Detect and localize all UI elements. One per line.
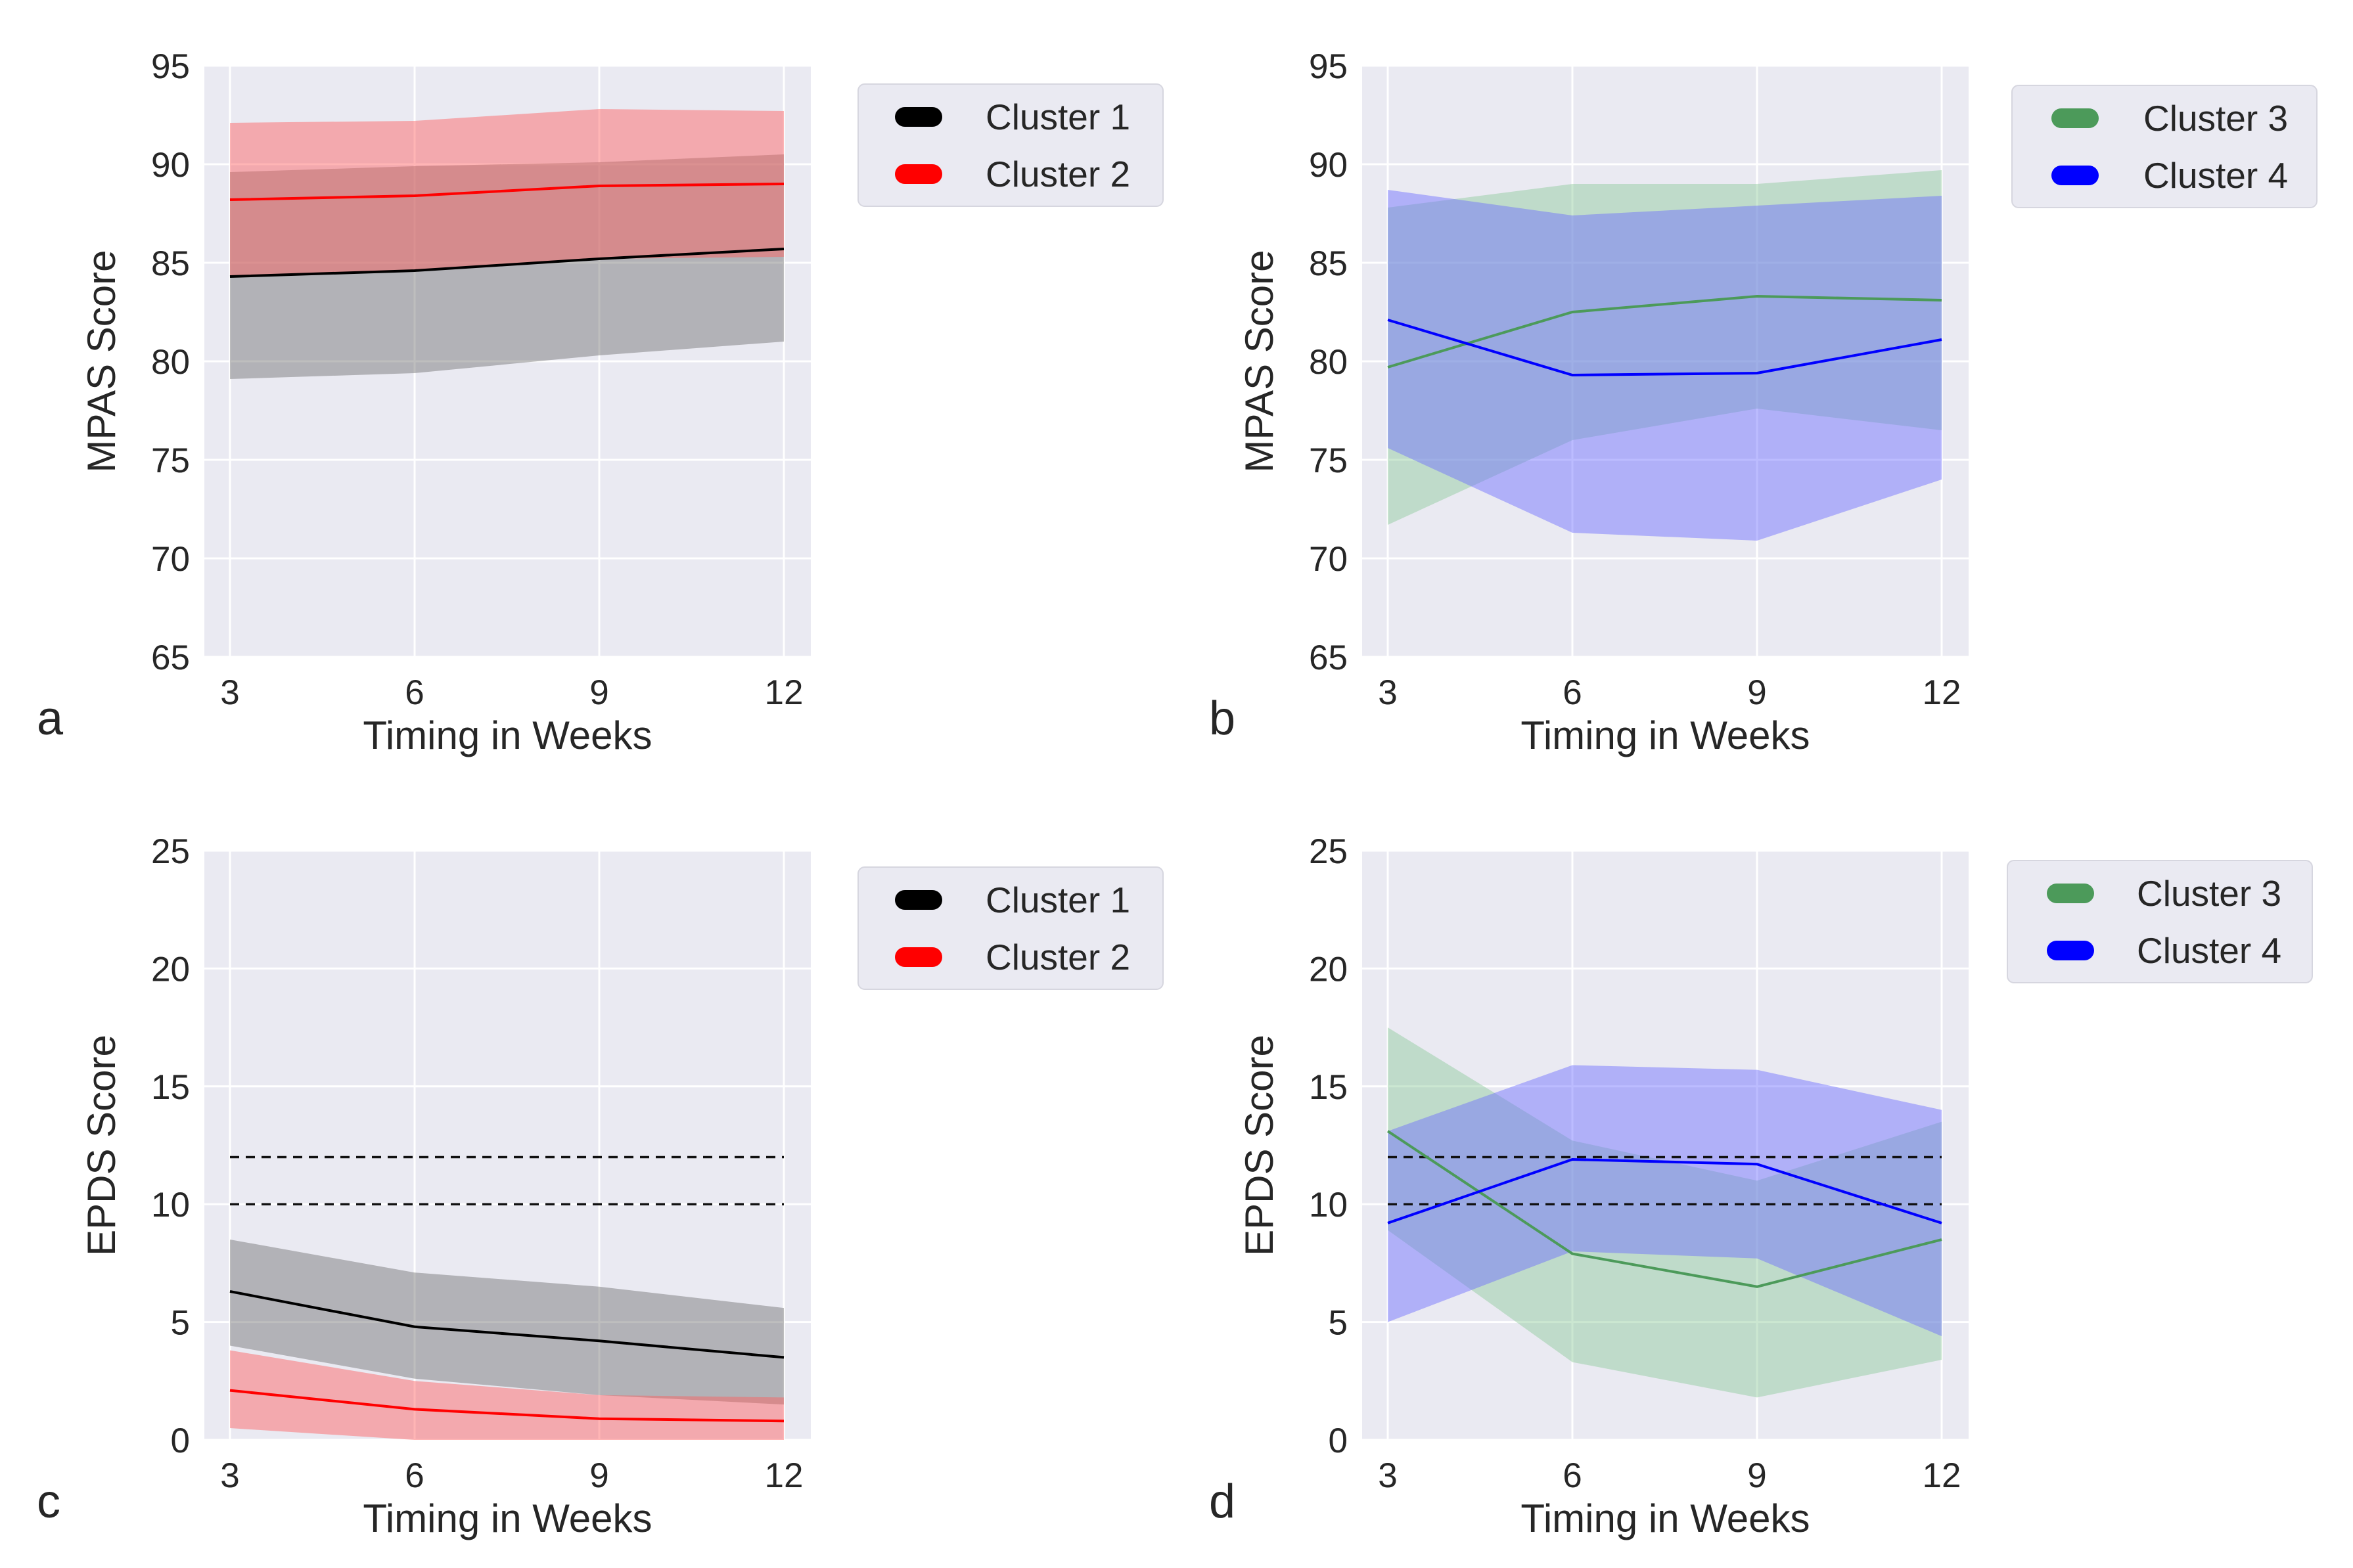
x-tick-label: 9: [1747, 673, 1766, 712]
y-tick-label: 20: [151, 950, 190, 989]
y-axis-label: MPAS Score: [80, 250, 124, 473]
confidence-band-cluster-4: [1388, 1065, 1942, 1337]
y-tick-label: 80: [151, 343, 190, 382]
x-tick-label: 9: [589, 673, 608, 712]
legend-label: Cluster 1: [986, 97, 1130, 137]
legend-label: Cluster 4: [2137, 930, 2281, 971]
panel-letter: a: [37, 692, 64, 745]
plot-area: [204, 851, 811, 1440]
y-tick-label: 10: [1309, 1186, 1348, 1224]
x-axis-label: Timing in Weeks: [363, 1496, 652, 1540]
panel-d: 0 5 10 15 20 25 3 6 9 12 Timing in Weeks EPDS Score…: [1209, 832, 2313, 1540]
y-tick-label: 25: [1309, 832, 1348, 871]
legend-label: Cluster 4: [2143, 155, 2288, 196]
x-tick-label: 12: [765, 1456, 804, 1495]
confidence-band-cluster-4: [1388, 190, 1942, 541]
x-tick-label: 3: [1378, 673, 1397, 712]
x-tick-label: 3: [220, 673, 239, 712]
x-tick-label: 12: [765, 673, 804, 712]
legend-label: Cluster 2: [986, 937, 1130, 977]
series-line-cluster-2: [229, 1389, 785, 1423]
legend-marker: [2051, 108, 2099, 128]
y-axis-label: EPDS Score: [80, 1035, 124, 1256]
legend-marker: [2051, 166, 2099, 185]
x-axis-label: Timing in Weeks: [363, 713, 652, 757]
y-tick-label: 65: [151, 638, 190, 677]
y-tick-label: 75: [151, 441, 190, 480]
y-tick-label: 25: [151, 832, 190, 871]
confidence-band-cluster-1: [230, 1240, 784, 1405]
y-tick-label: 70: [1309, 540, 1348, 579]
confidence-band-cluster-3: [1388, 1027, 1942, 1398]
y-tick-label: 10: [151, 1186, 190, 1224]
confidence-band-cluster-1: [230, 154, 784, 379]
x-tick-label: 9: [1747, 1456, 1766, 1495]
y-tick-label: 85: [151, 244, 190, 283]
series-line-cluster-4: [1387, 1158, 1942, 1224]
x-tick-label: 12: [1923, 1456, 1961, 1495]
series-line-cluster-1: [229, 1289, 785, 1359]
plot-area: [1362, 851, 1969, 1440]
y-tick-label: 85: [1309, 244, 1348, 283]
y-tick-label: 90: [151, 146, 190, 185]
legend-marker: [895, 890, 942, 910]
x-tick-label: 6: [405, 673, 424, 712]
series-line-cluster-3: [1387, 294, 1942, 369]
panel-letter: b: [1209, 692, 1235, 745]
y-tick-label: 15: [1309, 1068, 1348, 1107]
y-tick-label: 95: [1309, 47, 1348, 86]
legend-label: Cluster 3: [2137, 873, 2281, 914]
y-tick-label: 15: [151, 1068, 190, 1107]
y-tick-label: 65: [1309, 638, 1348, 677]
x-tick-label: 3: [220, 1456, 239, 1495]
y-tick-label: 80: [1309, 343, 1348, 382]
y-tick-label: 90: [1309, 146, 1348, 185]
legend-label: Cluster 1: [986, 880, 1130, 920]
x-tick-label: 9: [589, 1456, 608, 1495]
y-axis-label: MPAS Score: [1237, 250, 1281, 473]
legend-marker: [895, 164, 942, 184]
y-tick-label: 20: [1309, 950, 1348, 989]
panel-b: 65 70 75 80 85 90 95 3 6 9 12 Timing in Weeks MPAS S…: [1209, 47, 2318, 757]
y-tick-label: 0: [1329, 1422, 1348, 1460]
legend-marker: [2047, 941, 2094, 960]
series-line-cluster-1: [229, 248, 785, 278]
y-axis-label: EPDS Score: [1237, 1035, 1281, 1256]
x-tick-label: 12: [1923, 673, 1961, 712]
panel-letter: c: [37, 1475, 60, 1528]
confidence-band-cluster-2: [230, 1350, 784, 1440]
confidence-band-cluster-3: [1388, 170, 1942, 525]
x-tick-label: 6: [1563, 673, 1582, 712]
x-tick-label: 6: [405, 1456, 424, 1495]
confidence-band-cluster-2: [230, 109, 784, 277]
legend-marker: [895, 107, 942, 127]
panel-c: 0 5 10 15 20 25 3 6 9 12 Timing in Weeks EPDS Score…: [37, 832, 1164, 1540]
panel-a: 65 70 75 80 85 90 95 3 6 9 12 Timing in Weeks MPAS S…: [37, 47, 1164, 757]
y-tick-label: 0: [171, 1422, 190, 1460]
y-tick-label: 70: [151, 540, 190, 579]
panel-letter: d: [1209, 1475, 1235, 1528]
y-tick-label: 75: [1309, 441, 1348, 480]
y-tick-label: 95: [151, 47, 190, 86]
y-tick-label: 5: [171, 1304, 190, 1343]
x-axis-label: Timing in Weeks: [1520, 1496, 1810, 1540]
x-tick-label: 3: [1378, 1456, 1397, 1495]
y-tick-label: 5: [1329, 1304, 1348, 1343]
legend-marker: [2047, 884, 2094, 903]
x-tick-label: 6: [1563, 1456, 1582, 1495]
x-axis-label: Timing in Weeks: [1520, 713, 1810, 757]
legend-marker: [895, 947, 942, 967]
legend-label: Cluster 2: [986, 154, 1130, 194]
series-line-cluster-2: [229, 183, 785, 201]
legend-label: Cluster 3: [2143, 98, 2288, 139]
series-line-cluster-4: [1387, 319, 1942, 377]
